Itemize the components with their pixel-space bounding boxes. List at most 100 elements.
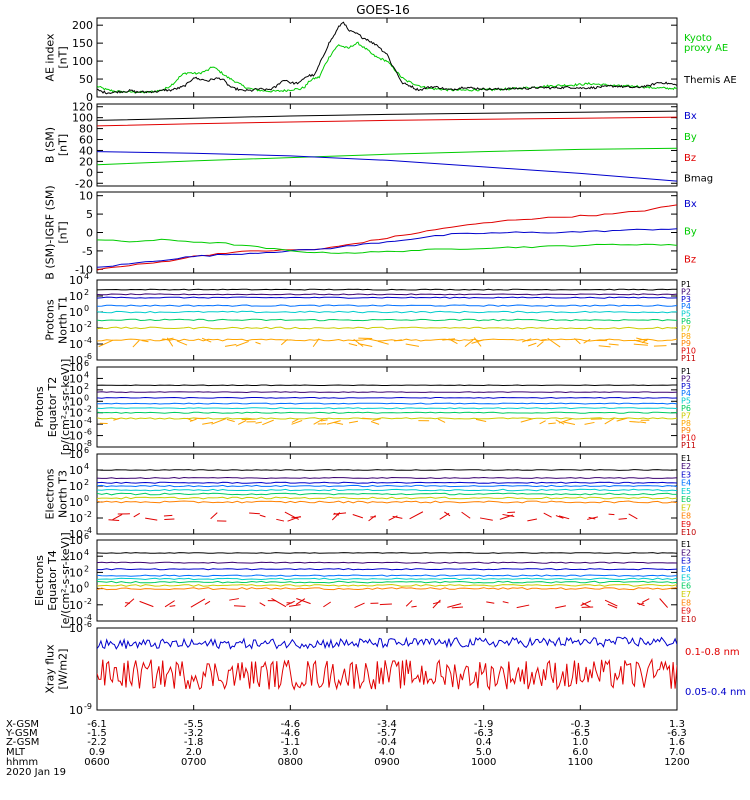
- series-fragment: [388, 515, 398, 521]
- series-line-p1: [97, 288, 677, 291]
- ephem-value: -5.5: [184, 719, 204, 730]
- series-fragment: [169, 605, 176, 607]
- ephem-value: 4.0: [379, 747, 395, 758]
- series-fragment: [233, 605, 246, 607]
- y-axis-label: Equator T4: [46, 550, 59, 610]
- series-fragment: [608, 513, 615, 516]
- series-line-e1: [97, 552, 677, 554]
- y-tick-label: 0: [86, 91, 93, 104]
- series-fragment: [547, 337, 561, 348]
- series-line-0-1-0-8-nm: [97, 657, 677, 691]
- ephem-value: -4.6: [281, 728, 301, 739]
- y-tick-label: 150: [72, 37, 93, 50]
- series-fragment: [659, 598, 668, 608]
- ephem-row-label: Z-GSM: [6, 737, 39, 748]
- series-fragment: [479, 517, 493, 521]
- series-line-e8: [97, 500, 677, 504]
- series-line-e2: [97, 476, 677, 480]
- y-axis-label: Protons: [33, 386, 46, 427]
- y-axis-label: Xray flux: [44, 644, 57, 694]
- series-fragment: [226, 418, 235, 423]
- legend-entry: E10: [681, 528, 696, 537]
- plot-area: [97, 552, 677, 609]
- y-tick-label: 10: [69, 372, 83, 385]
- ephem-value: 0800: [278, 757, 303, 768]
- series-fragment: [333, 421, 344, 425]
- legend-entry: E2: [681, 548, 691, 557]
- y-tick-label: 100: [72, 55, 93, 68]
- series-line-p7: [97, 326, 677, 330]
- ephem-value: 1100: [568, 757, 593, 768]
- series-fragment: [608, 343, 619, 346]
- series-fragment: [439, 512, 450, 520]
- y-tick-label: 5: [86, 208, 93, 221]
- y-tick-label: 10: [69, 395, 83, 408]
- ephem-value: -4.6: [281, 719, 301, 730]
- series-line-bz: [97, 116, 677, 127]
- y-tick-exponent: 4: [84, 548, 89, 557]
- series-fragment: [98, 339, 114, 348]
- y-tick-label: 80: [79, 123, 93, 136]
- series-fragment: [326, 420, 341, 425]
- series-fragment: [527, 518, 537, 522]
- series-fragment: [616, 417, 629, 422]
- series-fragment: [475, 418, 487, 422]
- y-tick-exponent: -2: [84, 320, 92, 329]
- series-fragment: [582, 602, 591, 608]
- series-line-p7: [97, 417, 677, 420]
- series-fragment: [432, 601, 441, 605]
- series-fragment: [113, 417, 121, 421]
- series-fragment: [186, 417, 193, 422]
- series-line-p4: [97, 402, 677, 405]
- legend-entry: P3: [681, 382, 691, 391]
- y-tick-label: 10: [69, 441, 83, 454]
- y-tick-label: 10: [69, 418, 83, 431]
- ephem-value: 0.9: [89, 747, 105, 758]
- series-line-e6: [97, 492, 677, 496]
- ephem-value: -3.4: [377, 719, 397, 730]
- series-fragment: [331, 512, 341, 521]
- series-fragment: [584, 421, 595, 425]
- legend-entry: Kyoto: [684, 33, 712, 44]
- ephem-value: -6.5: [571, 728, 591, 739]
- legend-entry: P8: [681, 419, 691, 428]
- series-line-p5: [97, 310, 677, 314]
- series-fragment: [166, 337, 174, 347]
- legend-entry: E2: [681, 462, 691, 471]
- series-fragment: [259, 514, 266, 518]
- series-line-e1: [97, 469, 677, 471]
- ephem-value: -3.2: [184, 728, 204, 739]
- y-tick-exponent: -4: [84, 416, 92, 425]
- series-line-p2: [97, 391, 677, 394]
- series-fragment: [348, 343, 358, 347]
- ephem-value: -0.4: [377, 737, 397, 748]
- series-fragment: [633, 343, 648, 346]
- y-tick-exponent: -4: [84, 613, 92, 622]
- series-fragment: [284, 511, 299, 520]
- y-tick-label: 10: [69, 528, 83, 541]
- y-axis-label: B (SM)-IGRF (SM): [44, 185, 57, 279]
- series-line-e5: [97, 488, 677, 492]
- y-axis-label: Equator T2: [46, 377, 59, 437]
- legend-entry: P11: [681, 441, 696, 450]
- legend-entry: By: [684, 132, 697, 143]
- y-tick-exponent: -4: [84, 526, 92, 535]
- series-fragment: [598, 345, 611, 348]
- legend-entry: P1: [681, 367, 691, 376]
- y-tick-label: 10: [69, 704, 83, 717]
- series-fragment: [486, 601, 495, 604]
- legend-entry: Bx: [684, 199, 697, 210]
- y-tick-exponent: -2: [84, 510, 92, 519]
- plot-area: [97, 469, 677, 522]
- series-line-p8: [97, 338, 677, 342]
- plot-area: [97, 21, 677, 95]
- series-fragment: [580, 600, 592, 606]
- y-tick-label: 10: [69, 496, 83, 509]
- y-axis-label: North T3: [57, 470, 70, 518]
- series-fragment: [536, 341, 544, 348]
- legend-entry: 0.05-0.4 nm: [685, 687, 746, 698]
- y-tick-exponent: 4: [84, 462, 89, 471]
- legend-entry: E8: [681, 598, 691, 607]
